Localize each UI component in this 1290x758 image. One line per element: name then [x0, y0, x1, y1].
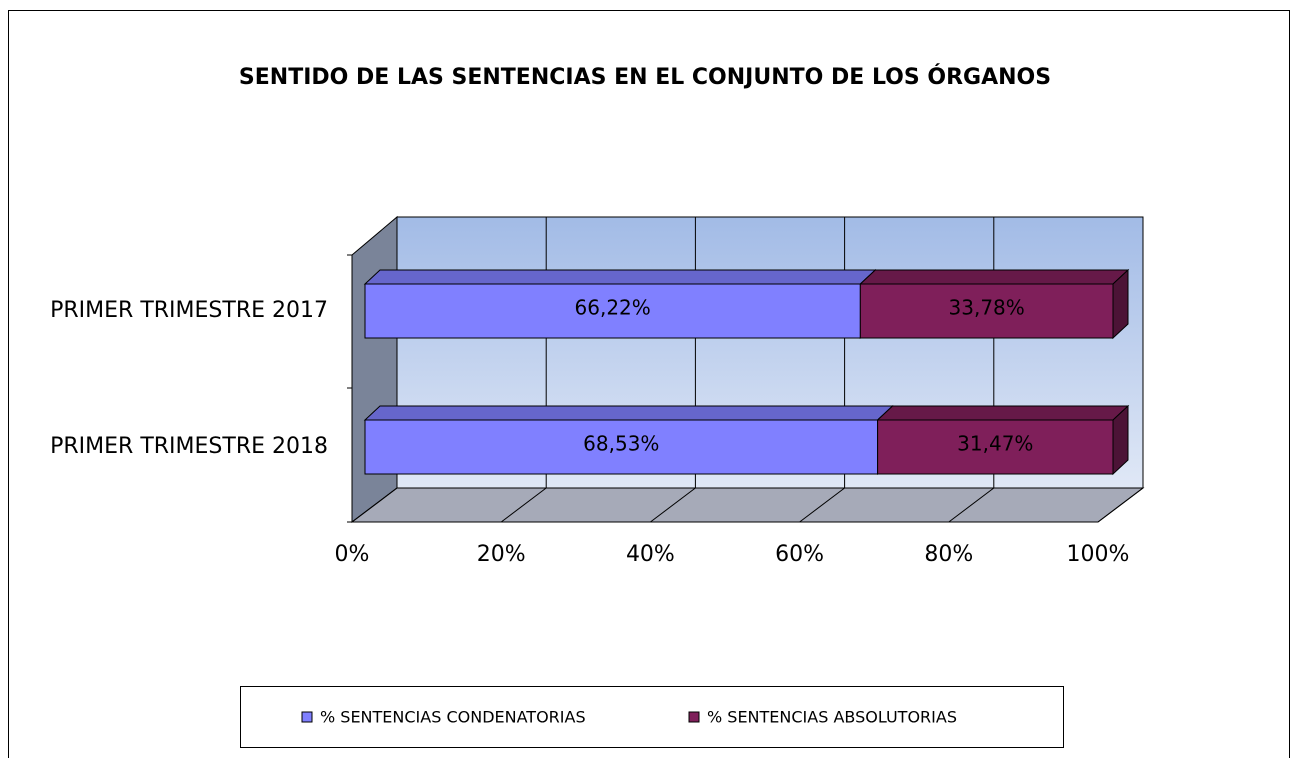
x-tick-label: 100% [1067, 542, 1130, 567]
legend-swatch [688, 711, 700, 723]
x-tick-label: 0% [335, 542, 370, 567]
floor-grid-line [650, 487, 696, 523]
floor-grid-line [500, 487, 547, 523]
bar-top [363, 269, 877, 285]
floor-grid-line [351, 487, 398, 523]
x-tick-label: 20% [477, 542, 526, 567]
data-label: 66,22% [575, 296, 651, 320]
bar [364, 419, 879, 475]
data-label: 33,78% [949, 296, 1025, 320]
floor-grid-line [799, 487, 845, 523]
legend-swatch [301, 711, 313, 723]
bar-top [859, 269, 1130, 285]
data-label: 68,53% [583, 432, 659, 456]
x-tick-label: 40% [626, 542, 675, 567]
legend [240, 686, 1064, 748]
x-tick-label: 60% [775, 542, 824, 567]
bar [877, 419, 1114, 475]
bar [364, 283, 861, 339]
bar [859, 283, 1114, 339]
chart-title: SENTIDO DE LAS SENTENCIAS EN EL CONJUNTO… [239, 64, 1051, 90]
x-tick-label: 80% [924, 542, 973, 567]
legend-label: % SENTENCIAS CONDENATORIAS [320, 708, 586, 727]
legend-label: % SENTENCIAS ABSOLUTORIAS [707, 708, 957, 727]
floor-grid-line [948, 487, 995, 523]
y-tick-label: PRIMER TRIMESTRE 2017 [50, 298, 328, 323]
data-label: 31,47% [957, 432, 1033, 456]
floor-grid-line [1097, 487, 1144, 523]
y-tick-label: PRIMER TRIMESTRE 2018 [50, 434, 328, 459]
side-wall [351, 215, 398, 524]
bar-top [876, 405, 1130, 421]
floor [350, 487, 1145, 523]
bar-top [363, 405, 894, 421]
